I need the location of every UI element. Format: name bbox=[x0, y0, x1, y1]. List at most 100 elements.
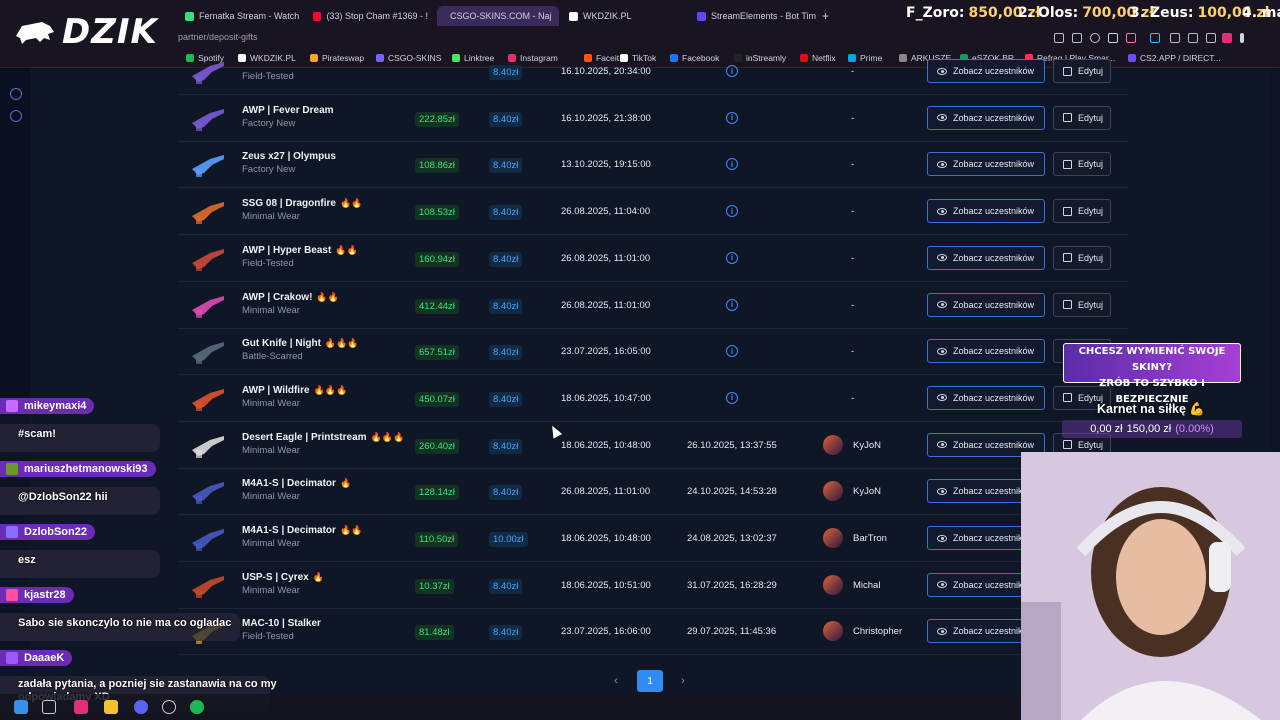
view-participants-button[interactable]: Zobacz uczestników bbox=[927, 199, 1045, 224]
bookmark-item[interactable]: CS2.APP / DIRECT... bbox=[1128, 53, 1221, 63]
entry-price: 8.40zł bbox=[489, 205, 523, 221]
view-participants-button[interactable]: Zobacz uczestników bbox=[927, 245, 1045, 270]
current-page-button[interactable]: 1 bbox=[637, 670, 663, 692]
browser-tab[interactable]: StreamElements - Bot Tim bbox=[697, 6, 819, 26]
spotify-icon[interactable] bbox=[190, 700, 204, 714]
bookmark-item[interactable]: Faceit bbox=[584, 53, 619, 63]
skin-wear: Factory New bbox=[242, 164, 296, 176]
search-icon[interactable] bbox=[42, 700, 56, 714]
winner: - bbox=[851, 159, 855, 171]
bookmark-item[interactable]: Netflix bbox=[800, 53, 836, 63]
info-icon[interactable]: i bbox=[726, 251, 738, 264]
bookmark-item[interactable]: eSZOK BR bbox=[960, 53, 1014, 63]
screenshot-icon[interactable] bbox=[1072, 33, 1082, 43]
bookmark-item[interactable]: Spotify bbox=[186, 53, 224, 63]
view-participants-label: Zobacz uczestników bbox=[953, 579, 1035, 590]
edit-icon bbox=[1063, 113, 1072, 123]
bookmark-favicon-icon bbox=[376, 54, 384, 62]
eye-icon bbox=[937, 160, 947, 168]
view-participants-button[interactable]: Zobacz uczestników bbox=[927, 152, 1045, 177]
start-date: 26.08.2025, 11:01:00 bbox=[561, 252, 651, 264]
profile-avatar[interactable] bbox=[1222, 33, 1232, 43]
edit-button[interactable]: Edytuj bbox=[1053, 199, 1111, 224]
prev-page-button[interactable]: ‹ bbox=[614, 675, 618, 687]
skin-name-text: Desert Eagle | Printstream bbox=[242, 431, 367, 443]
info-icon[interactable]: i bbox=[726, 158, 738, 171]
browser-tab[interactable]: WKDZIK.PL bbox=[569, 6, 691, 26]
edit-button[interactable]: Edytuj bbox=[1053, 292, 1111, 317]
logo-text: DZIK bbox=[62, 12, 158, 52]
clock-icon[interactable] bbox=[10, 88, 22, 100]
info-icon[interactable]: i bbox=[726, 298, 738, 311]
bookmark-item[interactable]: TikTok bbox=[620, 53, 656, 63]
bookmark-item[interactable]: ARKUSZE bbox=[899, 53, 951, 63]
bookmark-item[interactable]: Linktree bbox=[452, 53, 494, 63]
tab-favicon-icon bbox=[697, 11, 706, 21]
bookmark-item[interactable]: Facebook bbox=[670, 53, 719, 63]
skin-price: 128.14zł bbox=[415, 485, 459, 501]
windows-start-icon[interactable] bbox=[14, 700, 28, 714]
winner: - bbox=[851, 346, 855, 358]
entry-price: 8.40zł bbox=[489, 65, 523, 80]
heart-icon[interactable] bbox=[1126, 33, 1136, 43]
next-page-button[interactable]: › bbox=[681, 675, 685, 687]
chat-username-pill: mikeymaxi4 bbox=[0, 398, 95, 414]
block-icon[interactable] bbox=[1090, 33, 1100, 43]
browser-tab[interactable]: Fernatka Stream - Watch bbox=[185, 6, 300, 26]
info-icon[interactable]: i bbox=[726, 111, 738, 124]
play-icon[interactable] bbox=[1108, 33, 1118, 43]
info-icon[interactable]: i bbox=[726, 205, 738, 218]
menu-icon[interactable] bbox=[1240, 33, 1244, 43]
discord-icon[interactable] bbox=[134, 700, 148, 714]
download-icon[interactable] bbox=[1188, 33, 1198, 43]
share-icon[interactable] bbox=[1206, 33, 1216, 43]
bookmark-item[interactable]: Instagram bbox=[508, 53, 558, 63]
bookmark-icon[interactable] bbox=[1054, 33, 1064, 43]
webcam-feed bbox=[1021, 452, 1280, 720]
edit-button[interactable]: Edytuj bbox=[1053, 59, 1111, 83]
skin-name-text: Zeus x27 | Olympus bbox=[242, 151, 336, 163]
edit-button[interactable]: Edytuj bbox=[1053, 105, 1111, 130]
view-participants-button[interactable]: Zobacz uczestników bbox=[927, 105, 1045, 130]
view-participants-button[interactable]: Zobacz uczestników bbox=[927, 59, 1045, 83]
browser-tab[interactable]: (33) Stop Cham #1369 - ! bbox=[313, 6, 428, 26]
skin-thumbnail bbox=[192, 108, 224, 131]
info-icon[interactable]: i bbox=[726, 345, 738, 358]
app-icon[interactable] bbox=[74, 700, 88, 714]
entry-price: 8.40zł bbox=[489, 485, 523, 501]
info-icon[interactable]: i bbox=[726, 391, 738, 404]
edit-button[interactable]: Edytuj bbox=[1053, 152, 1111, 177]
edit-button[interactable]: Edytuj bbox=[1053, 385, 1111, 410]
chat-user: mikeymaxi4 bbox=[0, 396, 95, 416]
bookmark-item[interactable]: Prime bbox=[848, 53, 882, 63]
winner: - bbox=[851, 299, 855, 311]
dzik-logo: DZIK bbox=[14, 12, 164, 52]
info-icon[interactable]: i bbox=[726, 65, 738, 77]
winner-name: KyJoN bbox=[853, 486, 881, 498]
url-field[interactable]: partner/deposit-gifts bbox=[178, 32, 258, 42]
obs-icon[interactable] bbox=[162, 700, 176, 714]
bookmark-favicon-icon bbox=[584, 54, 592, 62]
bookmark-item[interactable]: WKDZIK.PL bbox=[238, 53, 296, 63]
view-participants-button[interactable]: Zobacz uczestników bbox=[927, 292, 1045, 317]
edit-button[interactable]: Edytuj bbox=[1053, 245, 1111, 270]
browser-tab[interactable]: CSGO-SKINS.COM - Naj bbox=[437, 6, 559, 26]
bookmark-item[interactable]: CSGO-SKINS bbox=[376, 53, 441, 63]
new-tab-button[interactable]: + bbox=[822, 9, 830, 23]
chat-username: mikeymaxi4 bbox=[24, 400, 87, 412]
bookmark-item[interactable]: Pirateswap bbox=[310, 53, 364, 63]
view-participants-label: Zobacz uczestników bbox=[953, 159, 1035, 170]
puzzle-icon[interactable] bbox=[1170, 33, 1180, 43]
folder-icon[interactable] bbox=[104, 700, 118, 714]
boar-icon bbox=[16, 22, 54, 44]
entry-price: 8.40zł bbox=[489, 111, 523, 127]
view-participants-button[interactable]: Zobacz uczestników bbox=[927, 339, 1045, 364]
settings-icon[interactable] bbox=[10, 110, 22, 122]
skin-name: Desert Eagle | Printstream 🔥🔥🔥 bbox=[242, 432, 404, 443]
bookmark-item[interactable]: Refrag | Play Smar... bbox=[1025, 53, 1115, 63]
table-row: M4A1-S | Decimator 🔥 Minimal Wear 128.14zł 8… bbox=[178, 468, 1128, 516]
view-participants-button[interactable]: Zobacz uczestników bbox=[927, 385, 1045, 410]
bookmark-item[interactable]: inStreamly bbox=[734, 53, 786, 63]
end-date: 24.08.2025, 13:02:37 bbox=[687, 533, 777, 544]
extension-icon[interactable] bbox=[1150, 33, 1160, 43]
